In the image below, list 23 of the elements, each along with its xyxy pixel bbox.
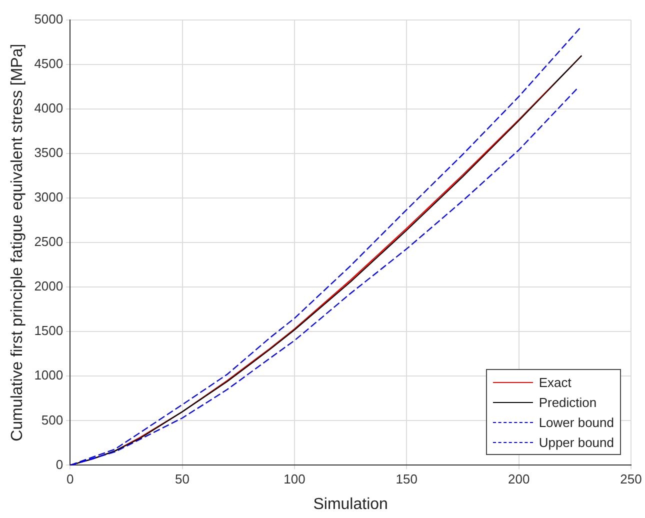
y-tick-label: 3000 [34, 190, 64, 205]
y-tick-label: 500 [41, 412, 64, 428]
y-tick-label: 1000 [34, 368, 64, 383]
legend-label: Exact [538, 374, 572, 390]
x-tick-label: 250 [620, 472, 642, 487]
y-tick-label: 2500 [34, 234, 64, 250]
x-axis-title: Simulation [313, 496, 388, 513]
y-tick-label: 2000 [34, 278, 64, 294]
x-tick-label: 150 [396, 472, 418, 487]
y-tick-label: 5000 [34, 12, 64, 27]
x-tick-label: 100 [284, 472, 306, 487]
y-axis-title: Cumulative first principle fatigue equivalent stress [MPa] [9, 44, 26, 442]
y-tick-label: 0 [56, 456, 64, 472]
legend-label: Upper bound [538, 434, 614, 450]
y-tick-label: 1500 [34, 323, 64, 338]
x-tick-label: 50 [175, 472, 190, 487]
legend-label: Lower bound [538, 414, 614, 430]
y-tick-label: 4500 [34, 56, 64, 72]
x-tick-label: 0 [66, 472, 74, 487]
y-tick-label: 3500 [34, 145, 64, 160]
y-tick-label: 4000 [34, 100, 64, 116]
x-tick-label: 200 [508, 472, 530, 487]
legend-label: Prediction [538, 394, 597, 410]
